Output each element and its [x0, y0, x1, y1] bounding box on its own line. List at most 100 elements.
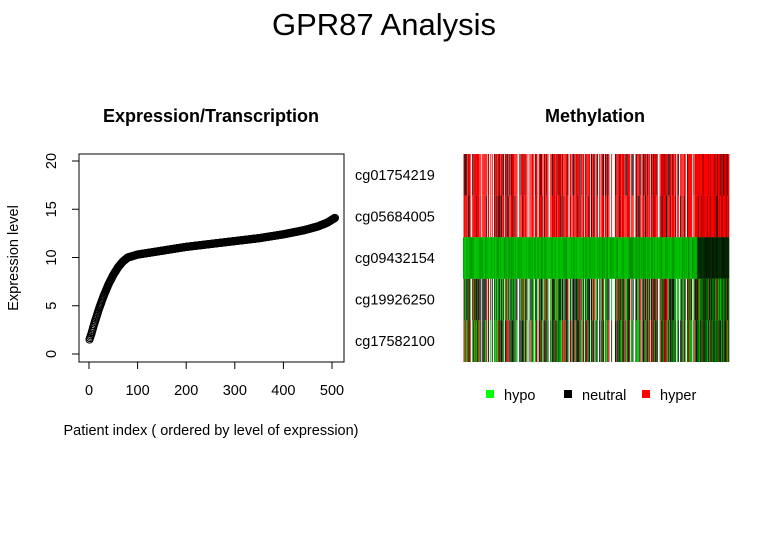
- heatmap-cell: [570, 237, 572, 279]
- heatmap-cell: [510, 320, 512, 362]
- heatmap-cell: [567, 154, 569, 196]
- heatmap-cell: [656, 278, 658, 321]
- heatmap-cell: [717, 154, 719, 196]
- heatmap-cell: [574, 195, 576, 238]
- heatmap-cell: [554, 195, 556, 238]
- heatmap-cell: [616, 237, 618, 279]
- heatmap-cell: [665, 320, 667, 362]
- heatmap-cell: [709, 320, 710, 362]
- heatmap-cell: [560, 237, 562, 279]
- heatmap-cell: [547, 195, 549, 238]
- heatmap-cell: [652, 154, 654, 196]
- heatmap-cell: [557, 195, 559, 238]
- heatmap-cell: [543, 237, 545, 279]
- heatmap-cell: [703, 320, 705, 362]
- heatmap-cell: [703, 237, 705, 279]
- heatmap-cell: [644, 237, 646, 279]
- heatmap-cell: [540, 154, 542, 196]
- heatmap-cell: [596, 278, 598, 321]
- heatmap-cell: [516, 154, 518, 196]
- heatmap-cell: [637, 320, 638, 362]
- heatmap-cell: [588, 320, 589, 362]
- heatmap-cell: [712, 320, 714, 362]
- heatmap-cell: [530, 320, 532, 362]
- y-tick-label: 15: [44, 201, 60, 217]
- heatmap-cell: [494, 320, 496, 362]
- heatmap-cell: [642, 237, 644, 279]
- heatmap-cell: [546, 320, 547, 362]
- heatmap-cell: [621, 195, 623, 238]
- heatmap-cell: [636, 154, 638, 196]
- heatmap-cell: [599, 278, 601, 321]
- heatmap-cell: [625, 195, 627, 238]
- heatmap-cell: [559, 320, 561, 362]
- heatmap-cell: [583, 278, 585, 321]
- heatmap-cell: [464, 195, 466, 238]
- heatmap-cell: [518, 237, 520, 279]
- heatmap-cell: [543, 278, 545, 321]
- heatmap-cell: [535, 320, 536, 362]
- heatmap-cell: [601, 278, 603, 321]
- heatmap-cell: [717, 154, 719, 196]
- heatmap-cell: [541, 237, 543, 279]
- heatmap-cell: [471, 154, 473, 196]
- heatmap-cell: [719, 320, 721, 362]
- heatmap-cell: [720, 320, 721, 362]
- heatmap-cell: [499, 237, 501, 279]
- heatmap-cell: [707, 195, 709, 238]
- heatmap-cell: [672, 154, 674, 196]
- heatmap-cell: [463, 195, 465, 238]
- heatmap-cell: [722, 320, 723, 362]
- heatmap-cell: [696, 237, 698, 279]
- heatmap-cell: [688, 195, 689, 238]
- heatmap-cell: [615, 278, 617, 321]
- heatmap-cell: [622, 237, 624, 279]
- heatmap-cell: [524, 154, 526, 196]
- heatmap-cell: [572, 154, 574, 196]
- heatmap-cell: [522, 320, 524, 362]
- heatmap-cell: [538, 195, 540, 238]
- heatmap-cell: [602, 278, 604, 321]
- heatmap-cell: [674, 195, 676, 238]
- heatmap-cell: [622, 320, 624, 362]
- heatmap-cell: [475, 320, 476, 362]
- heatmap-cell: [538, 278, 540, 321]
- heatmap-cell: [564, 154, 566, 196]
- heatmap-cell: [707, 237, 709, 279]
- heatmap-cell: [684, 154, 686, 196]
- heatmap-cell: [593, 195, 595, 238]
- heatmap-cell: [580, 278, 582, 321]
- heatmap-cell: [644, 278, 646, 321]
- heatmap-cell: [476, 320, 478, 362]
- heatmap-cell: [703, 154, 705, 196]
- heatmap-cell: [567, 195, 568, 238]
- heatmap-cell: [683, 154, 685, 196]
- heatmap-cell: [635, 195, 637, 238]
- heatmap-cell: [511, 320, 513, 362]
- heatmap-cell: [516, 237, 517, 279]
- heatmap-cell: [588, 154, 589, 196]
- heatmap-cell: [710, 237, 712, 279]
- heatmap-cell: [496, 237, 498, 279]
- heatmap-cell: [553, 154, 555, 196]
- heatmap-cell: [568, 237, 570, 279]
- heatmap-cell: [484, 237, 486, 279]
- heatmap-cell: [501, 237, 503, 279]
- heatmap-cell: [704, 278, 706, 321]
- heatmap-cell: [475, 195, 477, 238]
- heatmap-cell: [716, 195, 718, 238]
- heatmap-cell: [620, 278, 622, 321]
- heatmap-cell: [714, 195, 716, 238]
- heatmap-cell: [502, 278, 504, 321]
- heatmap-cell: [702, 320, 704, 362]
- heatmap-cell: [713, 278, 715, 321]
- heatmap-cell: [587, 278, 588, 321]
- heatmap-cell: [536, 237, 537, 279]
- heatmap-cell: [673, 195, 675, 238]
- heatmap-cell: [728, 278, 730, 321]
- heatmap-cell: [638, 195, 639, 238]
- heatmap-cell: [608, 195, 610, 238]
- heatmap-cell: [671, 278, 673, 321]
- heatmap-cell: [576, 320, 578, 362]
- heatmap-cell: [639, 237, 641, 279]
